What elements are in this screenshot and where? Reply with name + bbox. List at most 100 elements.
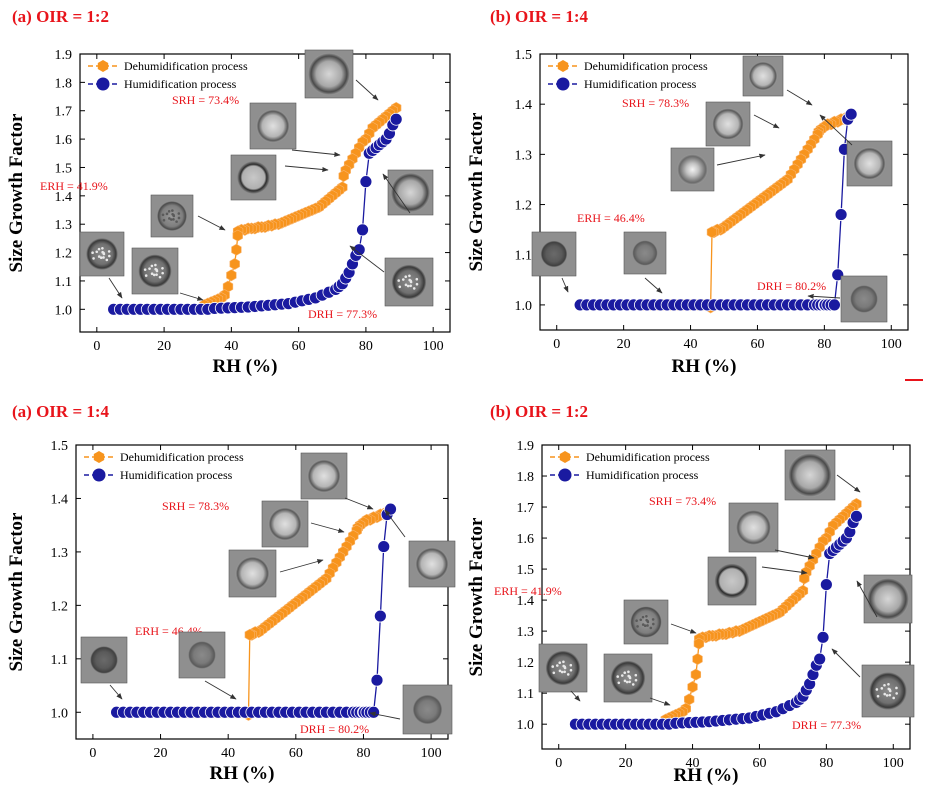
y-tick-label: 1.9: [517, 439, 535, 454]
annotation-arrow: [807, 293, 841, 299]
annotation-label: DRH = 80.2%: [757, 279, 826, 293]
data-point: [377, 540, 391, 553]
data-point: [706, 226, 718, 239]
legend-marker: [558, 468, 572, 482]
data-point: [229, 257, 240, 270]
annotation-arrow: [774, 549, 815, 560]
particle-micrograph: [784, 449, 836, 501]
y-tick-label: 1.0: [55, 303, 73, 318]
legend: Dehumidification process Humidification p…: [84, 450, 244, 482]
legend: Dehumidification process Humidification p…: [88, 59, 248, 91]
particle-micrograph: [384, 257, 434, 307]
data-point: [226, 269, 237, 282]
y-tick-label: 1.8: [517, 470, 535, 485]
chart-panel-4: (b) OIR = 1:2 1.0 1.1 1.2 1.3 1.4 1.5 1.6 1.7 1.8…: [462, 395, 925, 789]
legend-label: Humidification process: [584, 77, 697, 91]
particle-micrograph: [861, 664, 915, 718]
data-point: [244, 628, 255, 641]
x-tick-label: 40: [221, 746, 235, 761]
annotation-arrow: [344, 497, 374, 510]
y-tick-label: 1.1: [517, 687, 535, 702]
annotation-arrow: [761, 566, 808, 575]
data-point: [693, 637, 705, 650]
annotation-arrow: [279, 559, 324, 573]
data-point: [231, 243, 242, 256]
data-point: [370, 673, 384, 687]
series-humidification: [569, 509, 863, 731]
annotation-arrow: [291, 149, 341, 157]
legend-label: Dehumidification process: [586, 450, 710, 464]
x-tick-label: 40: [686, 756, 700, 771]
chart-title: (a) OIR = 1:4: [12, 402, 110, 421]
y-tick-label: 1.2: [55, 247, 73, 262]
particle-micrograph: [603, 653, 653, 703]
x-tick-label: 20: [619, 756, 633, 771]
x-tick-label: 20: [154, 746, 168, 761]
data-point: [816, 630, 830, 644]
y-tick-label: 1.1: [55, 275, 73, 290]
plot-frame: [75, 444, 449, 740]
annotation-arrow: [836, 474, 861, 493]
particle-micrograph: [408, 540, 456, 588]
y-tick-label: 1.4: [51, 492, 69, 507]
x-tick-label: 60: [752, 756, 766, 771]
particle-micrograph: [863, 574, 913, 624]
y-tick-label: 1.2: [517, 656, 535, 671]
x-tick-label: 60: [292, 339, 306, 354]
legend: Dehumidification process Humidification p…: [548, 59, 708, 91]
series-dehumidification: [660, 497, 862, 726]
series-humidification: [107, 112, 403, 316]
annotation-arrow: [384, 509, 406, 538]
x-tick-label: 0: [555, 756, 562, 771]
y-tick-label: 1.3: [55, 218, 73, 233]
y-axis-label: Size Growth Factor: [466, 517, 487, 677]
data-point: [356, 223, 369, 237]
annotation-arrow: [753, 114, 780, 129]
annotation-arrow: [786, 89, 813, 106]
chart-title: (b) OIR = 1:2: [490, 402, 588, 421]
particle-micrograph: [387, 169, 434, 216]
y-tick-label: 1.4: [515, 98, 533, 113]
y-tick-label: 1.5: [515, 48, 533, 63]
annotation-label: ERH = 41.9%: [40, 179, 108, 193]
chart-svg-2: (b) OIR = 1:4 1.0 1.1 1.2 1.3 1.4 1.5 0 20 40 60 80…: [466, 7, 909, 377]
data-point: [799, 572, 810, 585]
x-tick-label: 0: [553, 337, 560, 352]
annotation-arrow: [284, 165, 329, 172]
particle-micrograph: [623, 599, 669, 645]
y-tick-label: 1.8: [55, 76, 73, 91]
legend-label: Dehumidification process: [124, 59, 248, 73]
particle-micrograph: [705, 101, 751, 147]
annotation-label: ERH = 41.9%: [494, 584, 562, 598]
y-tick-label: 1.2: [515, 199, 533, 214]
legend-marker: [96, 77, 110, 91]
particle-micrograph: [178, 631, 226, 679]
x-tick-label: 40: [684, 337, 698, 352]
annotation-label: DRH = 80.2%: [300, 722, 369, 736]
y-tick-label: 1.7: [517, 501, 535, 516]
particle-micrograph: [623, 231, 667, 275]
y-tick-label: 1.4: [55, 190, 73, 205]
legend: Dehumidification process Humidification p…: [550, 450, 710, 482]
annotation-label: SRH = 73.4%: [172, 93, 239, 107]
particle-micrograph: [300, 452, 348, 500]
legend-label: Dehumidification process: [120, 450, 244, 464]
inset-images: [80, 452, 456, 735]
y-tick-label: 1.5: [55, 161, 73, 176]
data-point: [338, 170, 349, 182]
x-tick-label: 100: [423, 339, 444, 354]
y-tick-label: 1.6: [55, 133, 73, 148]
particle-micrograph: [249, 102, 297, 150]
annotation-arrow: [369, 711, 401, 720]
particle-micrograph: [531, 231, 577, 277]
x-tick-label: 20: [617, 337, 631, 352]
data-point: [367, 705, 381, 719]
data-point: [687, 681, 698, 693]
series-humidification: [110, 502, 397, 719]
y-tick-label: 1.1: [51, 653, 69, 668]
annotation-arrow: [204, 680, 237, 700]
annotation-arrow: [382, 173, 411, 214]
annotation-label: SRH = 78.3%: [622, 96, 689, 110]
particle-micrograph: [707, 556, 757, 606]
x-tick-label: 20: [157, 339, 171, 354]
